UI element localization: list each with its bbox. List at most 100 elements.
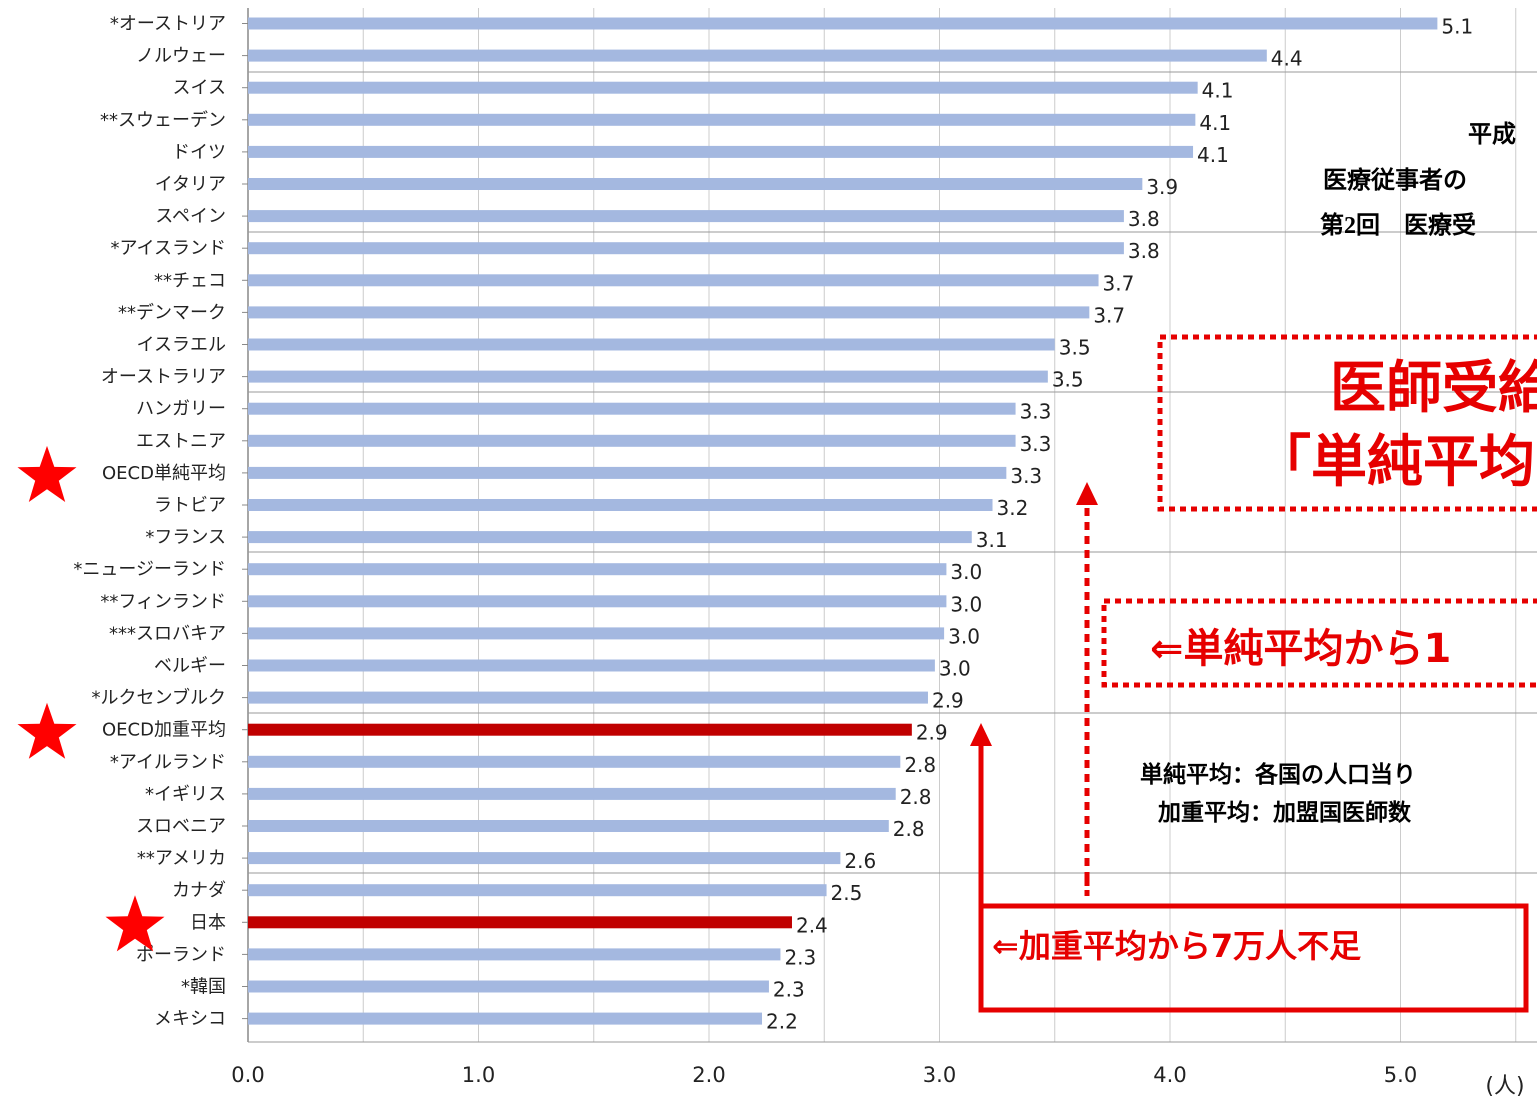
value-label: 2.9 — [916, 721, 948, 745]
source-note: 平成 医療従事者の 第2回 医療受 — [1320, 121, 1516, 239]
bar — [248, 916, 792, 929]
star-icon — [17, 445, 77, 502]
x-tick-label: 1.0 — [462, 1063, 495, 1087]
category-label: エストニア — [136, 431, 226, 452]
value-label: 3.3 — [1020, 400, 1052, 424]
value-label: 2.3 — [773, 978, 805, 1002]
x-tick-label: 0.0 — [231, 1063, 264, 1087]
value-label: 2.4 — [796, 913, 828, 937]
category-label: *韓国 — [181, 977, 226, 998]
category-label: ***スロバキア — [109, 623, 226, 644]
value-label: 2.3 — [784, 945, 816, 969]
category-label: オーストラリア — [101, 367, 226, 388]
definition-simple: 単純平均：各国の人口当り — [1140, 761, 1416, 788]
value-label: 2.8 — [893, 817, 925, 841]
bar — [248, 274, 1099, 287]
category-label: イスラエル — [137, 335, 226, 356]
category-label: カナダ — [172, 880, 226, 901]
value-labels: 5.14.44.14.14.13.93.83.83.73.73.53.53.33… — [766, 15, 1473, 1034]
bar — [248, 1012, 763, 1025]
value-label: 3.5 — [1052, 368, 1084, 392]
category-label: ラトビア — [154, 495, 226, 516]
bar — [248, 787, 896, 800]
bar — [248, 210, 1124, 223]
source-line-1: 平成 — [1468, 121, 1516, 148]
category-label: **フィンランド — [100, 591, 226, 612]
value-label: 3.8 — [1128, 239, 1160, 263]
value-label: 3.5 — [1059, 336, 1091, 360]
simple-average-box: ⇐単純平均から1 — [1101, 598, 1537, 688]
category-label: ドイツ — [172, 142, 226, 163]
bar — [248, 852, 841, 865]
category-label: *ルクセンブルク — [92, 687, 226, 709]
value-label: 3.3 — [1020, 432, 1052, 456]
stars — [17, 445, 165, 952]
value-label: 2.9 — [932, 689, 964, 713]
category-label: ハンガリー — [136, 399, 226, 420]
bar — [248, 755, 901, 768]
x-axis-ticks: 0.0 1.0 2.0 3.0 4.0 5.0 — [231, 1063, 1417, 1087]
category-label: メキシコ — [154, 1009, 226, 1030]
value-label: 2.8 — [904, 753, 936, 777]
value-label: 3.0 — [950, 560, 982, 584]
category-label: ポーランド — [136, 944, 226, 965]
x-unit-label: (人) — [1485, 1074, 1524, 1099]
value-label: 2.5 — [831, 881, 863, 905]
bar — [248, 242, 1124, 255]
headline-dotted-frame — [1157, 334, 1537, 512]
value-label: 3.0 — [950, 592, 982, 616]
x-tick-label: 4.0 — [1153, 1063, 1186, 1087]
category-label: ベルギー — [154, 656, 226, 677]
value-label: 3.8 — [1128, 207, 1160, 231]
value-label: 3.1 — [976, 528, 1008, 552]
x-tick-label: 2.0 — [692, 1063, 725, 1087]
category-label: *オーストリア — [110, 14, 226, 35]
bar — [248, 306, 1090, 319]
weighted-average-shortfall-text: ⇐加重平均から7万人不足 — [992, 927, 1361, 965]
bar — [248, 370, 1048, 383]
headline-line-2: 「単純平均 — [1255, 430, 1535, 495]
headline-box: 医師受給 「単純平均 — [1157, 334, 1537, 512]
value-label: 3.2 — [997, 496, 1029, 520]
value-label: 3.7 — [1093, 303, 1125, 327]
value-label: 3.7 — [1103, 271, 1135, 295]
bar — [248, 178, 1143, 190]
category-label: **アメリカ — [137, 848, 226, 869]
bar — [248, 113, 1196, 126]
bar — [248, 659, 935, 672]
category-label: 日本 — [190, 912, 226, 933]
category-label: スロベニア — [136, 816, 226, 837]
bar — [248, 627, 945, 640]
bar — [248, 17, 1438, 30]
value-label: 4.4 — [1271, 47, 1303, 71]
bar — [248, 338, 1055, 351]
category-label: スイス — [173, 78, 226, 99]
simple-average-dotted-frame — [1101, 598, 1537, 688]
category-label: イタリア — [155, 174, 226, 195]
category-label: **スウェーデン — [100, 110, 226, 131]
value-label: 2.2 — [766, 1010, 798, 1034]
category-label: スペイン — [155, 206, 226, 227]
value-label: 4.1 — [1199, 111, 1231, 135]
value-label: 3.9 — [1146, 175, 1178, 199]
headline-line-1: 医師受給 — [1330, 356, 1537, 421]
value-label: 5.1 — [1441, 15, 1473, 39]
simple-average-arrow — [1076, 482, 1098, 900]
category-label: **デンマーク — [118, 302, 226, 323]
value-label: 3.0 — [939, 657, 971, 681]
value-label: 4.1 — [1202, 79, 1234, 103]
average-definitions: 単純平均：各国の人口当り 加重平均：加盟国医師数 — [1140, 761, 1416, 826]
category-label: *アイルランド — [110, 752, 226, 773]
bar — [248, 980, 769, 993]
category-label: *ニュージーランド — [73, 559, 226, 580]
bar — [248, 948, 781, 961]
bar — [248, 884, 827, 897]
bar — [248, 563, 947, 576]
bar — [248, 466, 1007, 479]
bar — [248, 595, 947, 608]
x-tick-label: 5.0 — [1384, 1063, 1417, 1087]
bar — [248, 691, 928, 704]
bar — [248, 81, 1198, 94]
bar — [248, 820, 889, 832]
